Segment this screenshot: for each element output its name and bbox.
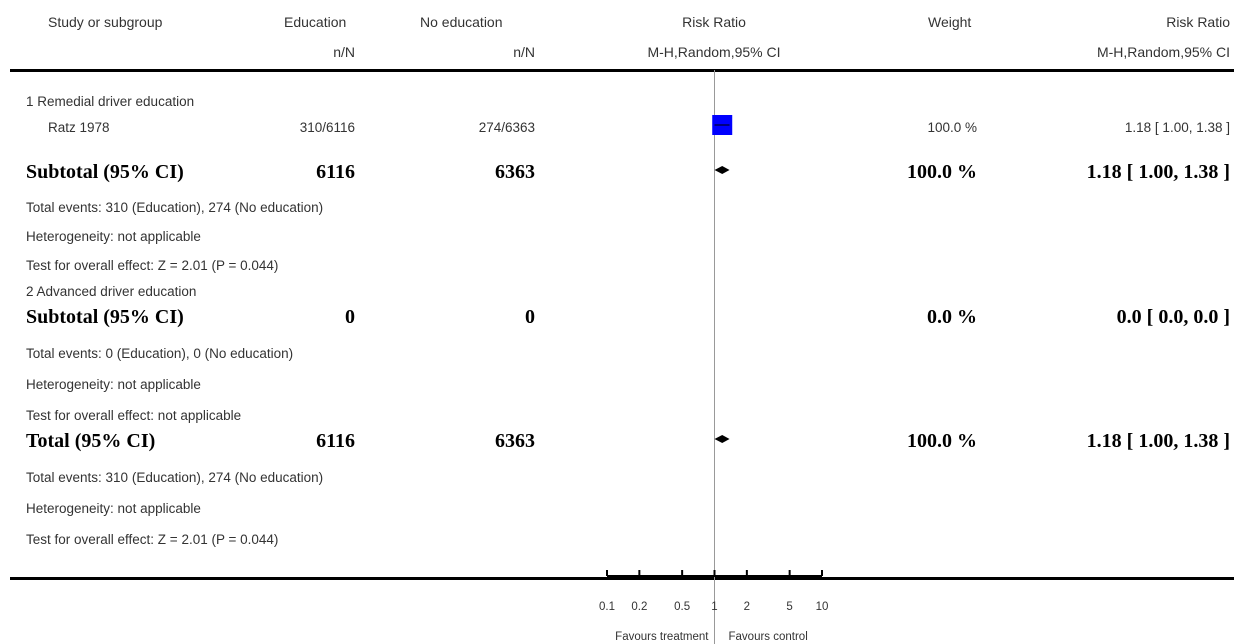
subtotal-1-no-education: 6363	[495, 161, 535, 183]
subtotal-2-label: Subtotal (95% CI)	[26, 306, 184, 328]
x-tick-label: 1	[711, 601, 717, 613]
subtotal-1-diamond	[714, 166, 730, 174]
total-diamond	[714, 435, 730, 443]
col-header-risk-ratio-plot: Risk Ratio	[682, 14, 746, 30]
total-note-overall-effect: Test for overall effect: Z = 2.01 (P = 0…	[26, 532, 279, 547]
group-title-advanced: 2 Advanced driver education	[26, 284, 197, 299]
subtotal-1-weight: 100.0 %	[907, 161, 977, 183]
x-tick-label: 10	[816, 601, 829, 613]
subtotal-1-education: 6116	[316, 161, 355, 183]
col-header-no-education-sub: n/N	[513, 44, 535, 60]
favours-control-label: Favours control	[729, 631, 808, 643]
study-education-events: 310/6116	[299, 120, 355, 135]
study-weight: 100.0 %	[927, 120, 977, 135]
col-header-no-education: No education	[420, 14, 503, 30]
subtotal-1-ci-text: 1.18 [ 1.00, 1.38 ]	[1086, 161, 1230, 183]
total-note-heterogeneity: Heterogeneity: not applicable	[26, 501, 201, 516]
total-label: Total (95% CI)	[26, 430, 156, 452]
col-header-education: Education	[284, 14, 347, 30]
group-2-note-overall-effect: Test for overall effect: not applicable	[26, 408, 242, 423]
total-note-events: Total events: 310 (Education), 274 (No e…	[26, 470, 324, 485]
total-weight: 100.0 %	[907, 430, 977, 452]
study-weight-box	[712, 115, 733, 135]
header-rule	[10, 69, 1234, 72]
subtotal-1-label: Subtotal (95% CI)	[26, 161, 184, 183]
subtotal-2-education: 0	[345, 306, 355, 328]
col-header-risk-ratio-value-sub: M-H,Random,95% CI	[1096, 44, 1230, 60]
group-1-note-heterogeneity: Heterogeneity: not applicable	[26, 229, 201, 244]
group-1-note-events: Total events: 310 (Education), 274 (No e…	[26, 200, 324, 215]
footer-rule	[10, 577, 1234, 580]
col-header-education-sub: n/N	[333, 44, 355, 60]
group-1-note-overall-effect: Test for overall effect: Z = 2.01 (P = 0…	[26, 258, 279, 273]
x-tick-label: 5	[786, 601, 792, 613]
group-2-note-events: Total events: 0 (Education), 0 (No educa…	[26, 346, 294, 361]
total-education: 6116	[316, 430, 355, 452]
subtotal-2-weight: 0.0 %	[927, 306, 977, 328]
group-2-note-heterogeneity: Heterogeneity: not applicable	[26, 377, 201, 392]
study-name: Ratz 1978	[48, 120, 110, 135]
x-tick-label: 0.1	[599, 601, 615, 613]
total-ci-text: 1.18 [ 1.00, 1.38 ]	[1086, 430, 1230, 452]
col-header-risk-ratio-plot-sub: M-H,Random,95% CI	[647, 44, 781, 60]
col-header-study: Study or subgroup	[48, 14, 163, 30]
col-header-weight: Weight	[928, 14, 972, 30]
group-title-remedial: 1 Remedial driver education	[26, 94, 195, 109]
x-tick-label: 2	[744, 601, 750, 613]
col-header-risk-ratio-value: Risk Ratio	[1166, 14, 1230, 30]
subtotal-2-ci-text: 0.0 [ 0.0, 0.0 ]	[1116, 306, 1230, 328]
total-no-education: 6363	[495, 430, 535, 452]
study-no-education-events: 274/6363	[478, 120, 535, 135]
x-tick-label: 0.5	[674, 601, 690, 613]
x-tick-label: 0.2	[631, 601, 647, 613]
subtotal-2-no-education: 0	[525, 306, 535, 328]
study-ci-text: 1.18 [ 1.00, 1.38 ]	[1124, 120, 1230, 135]
favours-treatment-label: Favours treatment	[615, 631, 709, 643]
